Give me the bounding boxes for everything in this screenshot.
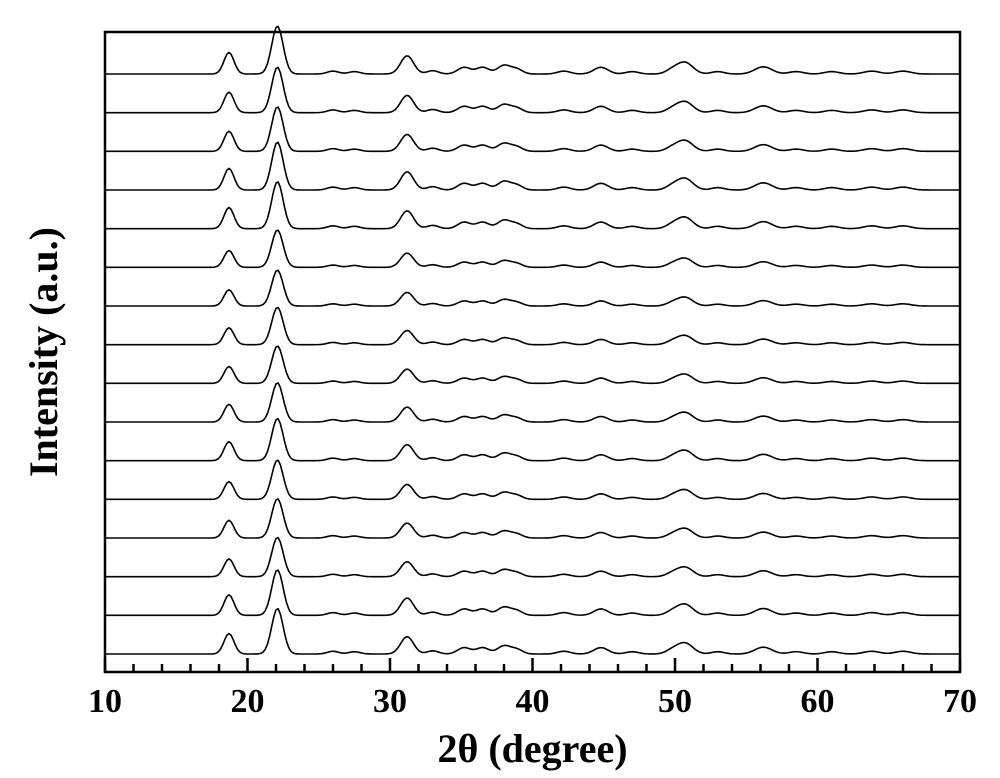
xtick-label: 60 [801, 683, 835, 720]
xtick-label: 30 [373, 683, 407, 720]
xtick-label: 10 [88, 683, 122, 720]
chart-svg: 10 20 30 40 50 60 70 2θ (degree) Intensity (a.u.… [0, 0, 1000, 778]
xtick-label: 20 [231, 683, 265, 720]
y-axis-label: Intensity (a.u.) [21, 227, 66, 477]
x-axis-label: 2θ (degree) [437, 726, 627, 771]
xrd-stacked-chart: { "canvas": { "width": 1000, "height": 7… [0, 0, 1000, 778]
xtick-label: 70 [943, 683, 977, 720]
xtick-label: 50 [658, 683, 692, 720]
xtick-label: 40 [516, 683, 550, 720]
